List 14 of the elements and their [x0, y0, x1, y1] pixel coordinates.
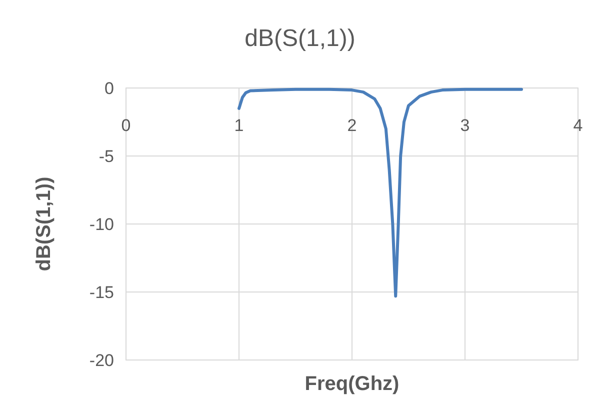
x-tick-label: 2 [347, 116, 357, 135]
x-tick-label: 4 [573, 116, 583, 135]
y-tick-label: -15 [89, 283, 114, 302]
y-axis-title: dB(S(1,1)) [33, 176, 55, 272]
y-tick-label: -10 [89, 215, 114, 234]
line-series [238, 88, 523, 298]
x-tick-label: 1 [234, 116, 244, 135]
x-tick-label: 3 [460, 116, 470, 135]
x-axis-title: Freq(Ghz) [304, 373, 400, 395]
chart-title: dB(S(1,1)) [244, 25, 356, 52]
y-tick-label: -20 [89, 351, 114, 370]
x-tick-label: 0 [121, 116, 131, 135]
y-tick-label: 0 [104, 79, 114, 98]
y-tick-label: -5 [98, 147, 114, 166]
